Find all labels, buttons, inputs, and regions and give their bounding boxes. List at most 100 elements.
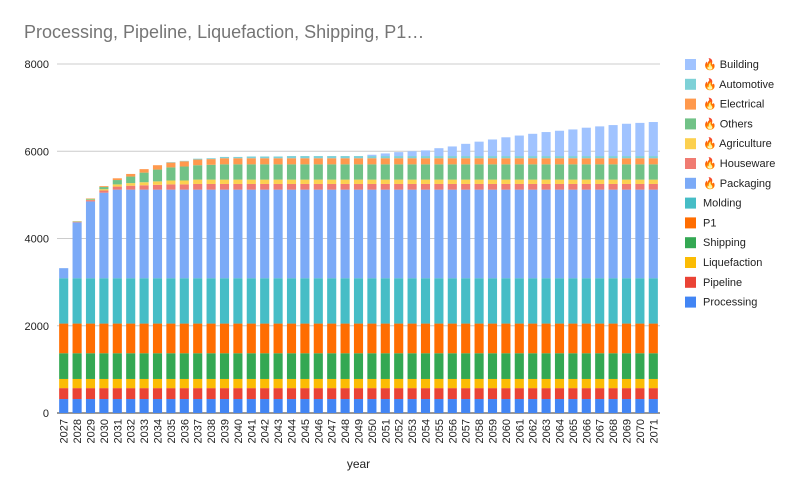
bar-segment[interactable] [648,278,658,324]
legend-item[interactable]: 🔥 Houseware [685,157,775,170]
bar-segment[interactable] [206,159,216,165]
bar-segment[interactable] [581,156,591,159]
bar-segment[interactable] [420,164,431,180]
bar-segment[interactable] [367,183,377,190]
bar-segment[interactable] [166,323,176,354]
bar-segment[interactable] [340,278,350,324]
bar-segment[interactable] [233,278,243,324]
bar-segment[interactable] [541,399,551,413]
bar-segment[interactable] [380,164,390,180]
bar-segment[interactable] [99,399,109,413]
bar-segment[interactable] [139,189,149,279]
bar-segment[interactable] [554,158,565,165]
bar-segment[interactable] [166,399,176,413]
bar-segment[interactable] [219,158,230,165]
bar-segment[interactable] [380,278,390,324]
bar-segment[interactable] [139,169,149,173]
bar-segment[interactable] [327,323,337,354]
legend-item[interactable]: 🔥 Electrical [685,98,764,111]
bar-segment[interactable] [246,323,256,354]
bar-segment[interactable] [112,184,122,187]
bar-segment[interactable] [193,183,203,190]
bar-segment[interactable] [340,399,350,413]
legend-item[interactable]: Pipeline [685,276,742,289]
bar-segment[interactable] [166,180,176,185]
bar-segment[interactable] [554,189,565,279]
bar-segment[interactable] [85,278,96,324]
bar-segment[interactable] [554,353,565,379]
bar-segment[interactable] [300,156,310,159]
bar-segment[interactable] [487,183,498,190]
bar-segment[interactable] [300,278,310,324]
bar-segment[interactable] [501,323,511,354]
bar-segment[interactable] [420,399,431,413]
bar-segment[interactable] [541,353,551,379]
bar-segment[interactable] [219,378,230,389]
legend[interactable]: 🔥 Building 🔥 Automotive 🔥 Electrical 🔥 Othe… [685,58,775,309]
bar-segment[interactable] [447,378,457,389]
bar-segment[interactable] [648,378,658,389]
bar-segment[interactable] [554,183,565,190]
bar-segment[interactable] [447,323,457,354]
bar-segment[interactable] [554,130,565,157]
bar-segment[interactable] [568,378,578,389]
bar-segment[interactable] [300,323,310,354]
bar-segment[interactable] [595,156,605,159]
bar-segment[interactable] [554,164,565,180]
legend-item[interactable]: 🔥 Automotive [685,78,774,91]
bar-segment[interactable] [233,189,243,279]
bar-segment[interactable] [568,129,578,157]
bar-segment[interactable] [179,189,189,279]
bar-segment[interactable] [112,399,122,413]
bar-segment[interactable] [126,176,136,184]
bar-segment[interactable] [59,278,69,324]
bar-segment[interactable] [166,388,176,400]
bar-segment[interactable] [568,388,578,400]
bar-segment[interactable] [407,388,417,400]
bar-segment[interactable] [541,158,551,165]
bar-segment[interactable] [528,183,538,190]
bar-segment[interactable] [541,323,551,354]
bar-segment[interactable] [474,323,484,354]
bar-segment[interactable] [380,158,390,165]
bar-segment[interactable] [621,164,632,180]
bar-segment[interactable] [353,378,364,389]
bar-segment[interactable] [85,378,96,389]
bar-segment[interactable] [461,399,471,413]
bar-segment[interactable] [514,278,524,324]
bar-segment[interactable] [554,399,565,413]
bar-segment[interactable] [501,189,511,279]
bar-segment[interactable] [528,388,538,400]
bar-segment[interactable] [407,378,417,389]
bar-segment[interactable] [581,158,591,165]
bar-segment[interactable] [72,222,82,279]
bar-segment[interactable] [581,189,591,279]
bar-segment[interactable] [394,378,404,389]
bar-segment[interactable] [581,127,591,157]
bar-segment[interactable] [273,183,283,190]
bar-segment[interactable] [514,164,524,180]
bar-segment[interactable] [206,179,216,184]
bar-segment[interactable] [246,179,256,184]
bar-segment[interactable] [648,399,658,413]
bar-segment[interactable] [621,323,632,354]
bar-segment[interactable] [648,388,658,400]
bar-segment[interactable] [273,353,283,379]
bar-segment[interactable] [233,353,243,379]
bar-segment[interactable] [273,156,283,159]
bar-segment[interactable] [126,388,136,400]
bar-segment[interactable] [152,165,163,170]
bar-segment[interactable] [327,399,337,413]
bar-segment[interactable] [528,156,538,159]
bar-segment[interactable] [353,388,364,400]
bar-segment[interactable] [474,156,484,159]
bar-segment[interactable] [434,399,444,413]
bar-segment[interactable] [72,278,82,324]
bar-segment[interactable] [233,164,243,180]
legend-item[interactable]: 🔥 Building [685,58,759,71]
bar-segment[interactable] [152,378,163,389]
bar-segment[interactable] [166,184,176,190]
bar-segment[interactable] [340,156,350,159]
bar-segment[interactable] [219,323,230,354]
bar-segment[interactable] [514,388,524,400]
